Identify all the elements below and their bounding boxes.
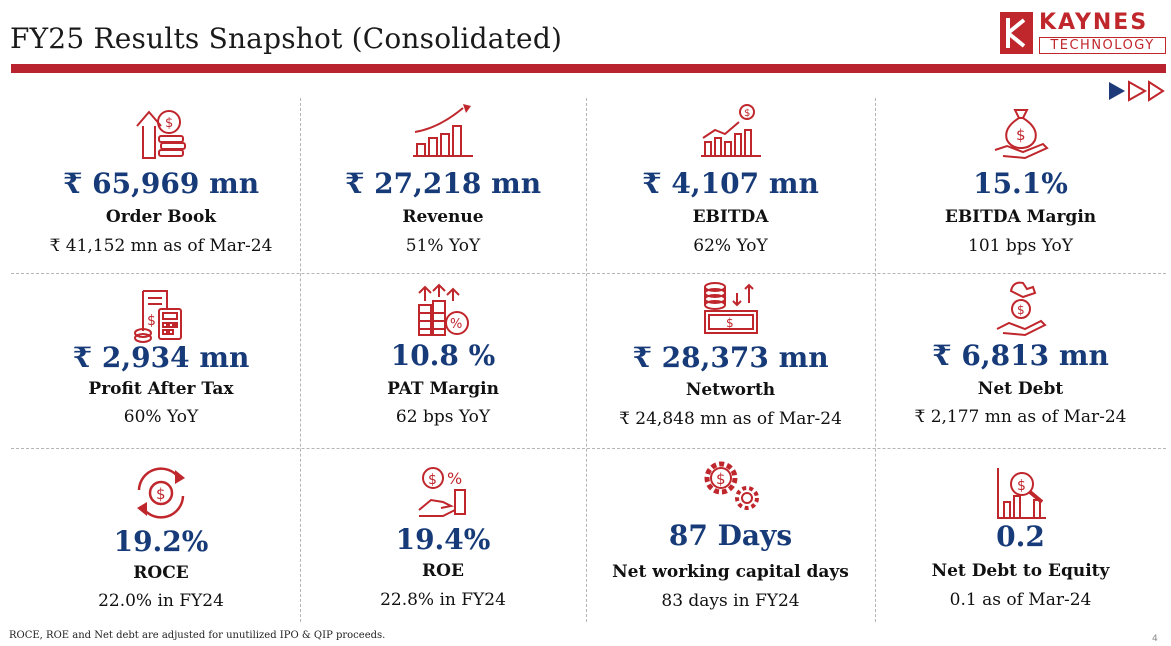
svg-text:$: $ [716, 470, 726, 488]
svg-text:%: % [447, 469, 462, 488]
metric-value: 19.4% [395, 523, 491, 556]
logo-mark-icon [1000, 12, 1033, 54]
svg-text:%: % [450, 317, 462, 332]
metric-value: ₹ 27,218 mn [344, 167, 542, 200]
metric-label: Revenue [402, 207, 484, 227]
metric-roce: $ 19.2% ROCE 22.0% in FY24 [11, 448, 311, 622]
grid-divider [875, 98, 876, 622]
metric-order-book: $ ₹ 65,969 mn Order Book ₹ 41,152 mn as … [11, 98, 311, 273]
metric-sub: ₹ 41,152 mn as of Mar-24 [49, 236, 273, 256]
metric-value: ₹ 4,107 mn [642, 167, 819, 200]
grid-divider [586, 98, 587, 622]
grid-divider [300, 98, 301, 622]
metric-sub: ₹ 2,177 mn as of Mar-24 [914, 407, 1127, 427]
money-bag-hand-icon: $ [994, 109, 1049, 160]
ebitda-chart-icon: $ [700, 104, 761, 157]
metric-sub: 22.0% in FY24 [98, 591, 224, 611]
svg-text:$: $ [165, 116, 173, 131]
metric-value: 10.8 % [390, 339, 496, 372]
company-logo: KAYNES TECHNOLOGY [1000, 10, 1166, 56]
metric-label: EBITDA [692, 207, 769, 227]
logo-text-bottom: TECHNOLOGY [1039, 37, 1166, 54]
coins-percent-icon: % [418, 283, 469, 336]
metric-sub: 0.1 as of Mar-24 [949, 590, 1092, 610]
metric-value: ₹ 65,969 mn [62, 167, 260, 200]
grid-divider [11, 448, 1166, 449]
metric-value: ₹ 2,934 mn [72, 341, 250, 374]
metric-sub: 62% YoY [693, 236, 768, 256]
metric-label: EBITDA Margin [944, 207, 1097, 227]
metric-value: 87 Days [668, 519, 793, 552]
metric-pat-margin: % 10.8 % PAT Margin 62 bps YoY [300, 273, 586, 448]
metric-ebitda-margin: $ 15.1% EBITDA Margin 101 bps YoY [875, 98, 1166, 273]
svg-text:$: $ [156, 485, 166, 503]
metric-sub: 83 days in FY24 [661, 591, 800, 611]
metric-value: ₹ 6,813 mn [932, 339, 1109, 372]
dollar-cycle-icon: $ [137, 467, 185, 519]
metric-label: PAT Margin [387, 379, 499, 399]
metric-label: ROE [422, 561, 464, 581]
logo-text-top: KAYNES [1039, 10, 1149, 35]
metric-label: Net Debt to Equity [931, 561, 1110, 581]
gears-dollar-icon: $ [704, 461, 759, 510]
metric-label: Profit After Tax [88, 379, 234, 399]
metric-label: Net working capital days [612, 562, 849, 582]
chart-magnifier-icon: $ [996, 468, 1046, 519]
metric-sub: 62 bps YoY [395, 407, 491, 427]
metric-profit-after-tax: $ ₹ 2,934 mn Profit After Tax 60% YoY [11, 273, 311, 448]
page-title: FY25 Results Snapshot (Consolidated) [10, 22, 563, 55]
metric-value: 19.2% [113, 525, 209, 558]
hand-dollar-percent-icon: $ % [418, 467, 466, 517]
order-book-icon: $ [136, 110, 186, 159]
metric-label: ROCE [133, 563, 189, 583]
metric-net-debt-to-equity: $ 0.2 Net Debt to Equity 0.1 as of Mar-2… [875, 448, 1166, 622]
footnote: ROCE, ROE and Net debt are adjusted for … [9, 630, 386, 641]
metric-label: Order Book [105, 207, 217, 227]
metric-revenue: ₹ 27,218 mn Revenue 51% YoY [300, 98, 586, 273]
metric-sub: 101 bps YoY [968, 236, 1073, 256]
metric-ebitda: $ ₹ 4,107 mn EBITDA 62% YoY [586, 98, 875, 273]
svg-text:$: $ [147, 313, 156, 329]
metric-value: ₹ 28,373 mn [632, 341, 829, 374]
svg-text:$: $ [1017, 478, 1026, 494]
svg-text:$: $ [744, 108, 750, 119]
header-divider [11, 64, 1166, 73]
metric-value: 15.1% [973, 167, 1068, 200]
svg-text:$: $ [1016, 126, 1026, 144]
svg-text:$: $ [428, 472, 437, 488]
revenue-growth-icon [413, 104, 473, 157]
calculator-invoice-icon: $ [134, 290, 182, 343]
svg-text:$: $ [726, 316, 734, 330]
metric-value: 0.2 [996, 520, 1045, 553]
next-slide-arrows-icon[interactable] [1107, 80, 1165, 102]
metric-sub: 60% YoY [123, 407, 199, 427]
metric-networth: $ ₹ 28,373 mn Networth ₹ 24,848 mn as of… [586, 273, 875, 448]
page-number: 4 [1152, 634, 1158, 644]
metric-roe: $ % 19.4% ROE 22.8% in FY24 [300, 448, 586, 622]
hand-coin-icon: $ [996, 281, 1047, 337]
metric-label: Networth [685, 380, 776, 400]
metrics-grid: $ ₹ 65,969 mn Order Book ₹ 41,152 mn as … [11, 98, 1166, 622]
svg-text:$: $ [1017, 303, 1025, 317]
metric-sub: ₹ 24,848 mn as of Mar-24 [619, 409, 842, 429]
metric-sub: 51% YoY [405, 236, 481, 256]
metric-net-working-capital: $ 87 Days Net working capital days 83 da… [586, 448, 875, 622]
metric-net-debt: $ ₹ 6,813 mn Net Debt ₹ 2,177 mn as of M… [875, 273, 1166, 448]
cash-stack-icon: $ [703, 282, 758, 334]
grid-divider [11, 273, 1166, 274]
metric-label: Net Debt [977, 379, 1064, 399]
metric-sub: 22.8% in FY24 [380, 590, 506, 610]
